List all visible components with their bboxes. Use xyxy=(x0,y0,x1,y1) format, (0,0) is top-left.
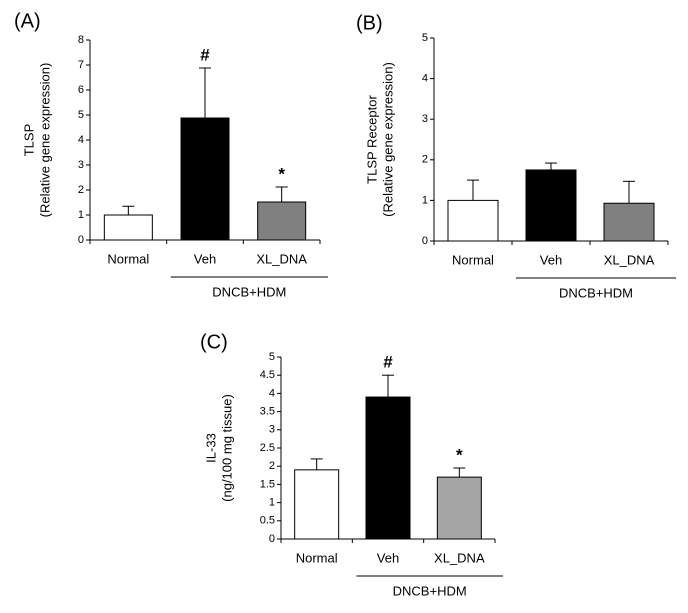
y-axis-label: TLSP xyxy=(21,124,36,157)
y-tick-label: 2 xyxy=(422,154,428,166)
bar xyxy=(365,396,411,540)
x-tick-label: Normal xyxy=(296,550,338,565)
y-tick-label: 2 xyxy=(78,184,84,196)
y-tick-label: 7 xyxy=(78,59,84,71)
y-tick-label: 3 xyxy=(269,424,275,436)
y-tick-label: 4 xyxy=(78,134,84,146)
y-tick-label: 2.5 xyxy=(260,442,275,454)
y-axis-label: (Relative gene expression) xyxy=(37,63,52,218)
y-tick-label: 5 xyxy=(269,351,275,363)
y-tick-label: 0 xyxy=(78,234,84,246)
bar xyxy=(525,169,577,242)
annotation: * xyxy=(278,164,285,183)
y-axis-label: (Relative gene expression) xyxy=(380,62,395,217)
error-bar xyxy=(275,186,288,202)
x-tick-label: Veh xyxy=(377,550,399,565)
y-tick-label: 1 xyxy=(78,209,84,221)
y-tick-label: 8 xyxy=(78,34,84,46)
annotation: # xyxy=(383,353,393,372)
panel-label: (A) xyxy=(14,10,41,32)
bar xyxy=(436,476,482,540)
error-bar xyxy=(382,374,394,398)
panel-label: (C) xyxy=(200,331,228,353)
error-bar xyxy=(453,467,466,478)
error-bar xyxy=(199,67,211,118)
y-axis-label: IL-33 xyxy=(203,433,218,463)
bar xyxy=(180,117,230,241)
x-tick-label: Normal xyxy=(452,252,494,267)
y-axis-label: (ng/100 mg tissue) xyxy=(219,394,234,502)
y-tick-label: 4.5 xyxy=(260,369,275,381)
bar xyxy=(603,202,655,242)
error-bar xyxy=(122,205,135,215)
x-tick-label: Normal xyxy=(107,251,149,266)
error-bar xyxy=(467,179,479,201)
y-tick-label: 3.5 xyxy=(260,406,275,418)
bar xyxy=(294,469,340,540)
y-axis-label: TLSP Receptor xyxy=(364,95,379,184)
y-tick-label: 1 xyxy=(269,497,275,509)
bar xyxy=(447,199,499,242)
error-bar xyxy=(623,180,635,204)
annotation: # xyxy=(200,45,210,64)
y-tick-label: 0 xyxy=(269,533,275,545)
y-tick-label: 4 xyxy=(269,387,275,399)
group-label: DNCB+HDM xyxy=(393,583,467,598)
error-bar xyxy=(310,458,323,470)
group-label: DNCB+HDM xyxy=(559,285,633,300)
y-tick-label: 5 xyxy=(422,32,428,44)
x-tick-label: XL_DNA xyxy=(434,550,485,565)
y-tick-label: 4 xyxy=(422,73,428,85)
x-tick-label: XL_DNA xyxy=(256,251,307,266)
panel-label: (B) xyxy=(356,12,383,34)
y-tick-label: 0 xyxy=(422,235,428,247)
x-tick-label: Veh xyxy=(540,252,562,267)
bar xyxy=(103,214,153,241)
x-tick-label: Veh xyxy=(194,251,216,266)
y-tick-label: 0.5 xyxy=(260,515,275,527)
y-tick-label: 6 xyxy=(78,84,84,96)
y-tick-label: 3 xyxy=(422,113,428,125)
annotation: * xyxy=(456,446,463,465)
y-tick-label: 5 xyxy=(78,109,84,121)
error-bar xyxy=(545,162,557,170)
x-tick-label: XL_DNA xyxy=(604,252,655,267)
y-tick-label: 1.5 xyxy=(260,478,275,490)
y-tick-label: 1 xyxy=(422,194,428,206)
y-tick-label: 3 xyxy=(78,159,84,171)
group-label: DNCB+HDM xyxy=(212,284,286,299)
y-tick-label: 2 xyxy=(269,460,275,472)
bar xyxy=(257,201,307,241)
